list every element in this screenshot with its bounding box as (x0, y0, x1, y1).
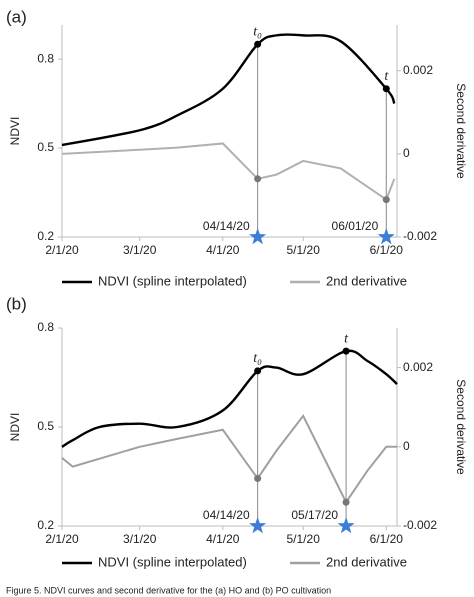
event-date-label: 06/01/20 (332, 219, 379, 233)
legend-label: 2nd derivative (326, 554, 407, 569)
y-tick-label: 0.5 (37, 140, 54, 154)
series-line (61, 349, 398, 448)
legend-label: NDVI (spline interpolated) (98, 273, 247, 288)
legend-label: 2nd derivative (326, 273, 407, 288)
y2-tick-label: 0 (403, 146, 410, 160)
x-tick-label: 2/1/20 (45, 532, 79, 546)
event-star (377, 228, 395, 245)
x-tick-label: 4/1/20 (206, 532, 240, 546)
x-tick-label: 6/1/20 (370, 243, 404, 257)
event-star (249, 517, 267, 534)
event-point (254, 367, 262, 375)
event-label: t (344, 331, 349, 346)
legend-label: NDVI (spline interpolated) (98, 554, 247, 569)
panel-label: (b) (6, 294, 27, 313)
event-star (249, 228, 267, 245)
y2-axis-label: Second derivative (454, 83, 468, 179)
y-tick-label: 0.2 (37, 518, 54, 532)
y2-tick-label: -0.002 (403, 229, 437, 243)
x-tick-label: 5/1/20 (287, 532, 321, 546)
event-label: t₀ (253, 351, 262, 366)
y-axis-label: NDVI (8, 117, 22, 146)
event-date-label: 05/17/20 (291, 508, 338, 522)
series-line (61, 33, 396, 147)
x-tick-label: 6/1/20 (370, 532, 404, 546)
panel-label: (a) (6, 7, 27, 26)
x-tick-label: 2/1/20 (45, 243, 79, 257)
y2-axis-label: Second derivative (454, 379, 468, 475)
y-tick-label: 0.2 (37, 229, 54, 243)
y2-tick-label: -0.002 (403, 518, 437, 532)
event-star (337, 517, 355, 534)
y-axis-label: NDVI (8, 413, 22, 442)
event-date-label: 04/14/20 (203, 508, 250, 522)
event-label: t (384, 69, 389, 84)
series-line (61, 414, 397, 505)
event-point (254, 40, 262, 48)
x-tick-label: 4/1/20 (206, 243, 240, 257)
y2-tick-label: 0 (403, 439, 410, 453)
event-point-derivative (254, 474, 262, 482)
caption: Figure 5. NDVI curves and second derivat… (6, 585, 331, 595)
y-tick-label: 0.8 (37, 320, 54, 334)
event-point (382, 85, 390, 93)
event-date-label: 04/14/20 (203, 219, 250, 233)
y2-tick-label: 0.002 (403, 360, 433, 374)
event-point (342, 347, 350, 355)
x-tick-label: 3/1/20 (123, 532, 157, 546)
event-point-derivative (342, 498, 350, 506)
event-point-derivative (382, 196, 390, 204)
x-tick-label: 5/1/20 (287, 243, 321, 257)
y-tick-label: 0.5 (37, 419, 54, 433)
event-point-derivative (254, 175, 262, 183)
y-tick-label: 0.8 (37, 51, 54, 65)
y2-tick-label: 0.002 (403, 63, 433, 77)
x-tick-label: 3/1/20 (123, 243, 157, 257)
series-line (61, 142, 396, 202)
event-label: t₀ (253, 24, 262, 39)
